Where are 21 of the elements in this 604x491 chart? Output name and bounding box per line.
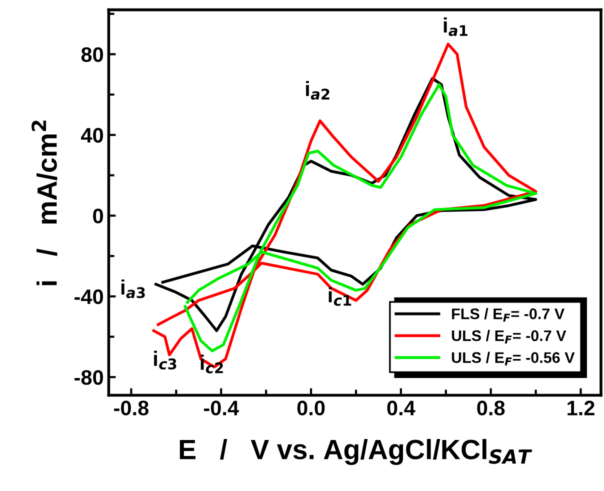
y-tick-label: 40 xyxy=(81,128,104,143)
annotation: i$_{a2}$ xyxy=(306,80,330,100)
x-tick-label: 0.8 xyxy=(477,400,505,416)
y-axis-title: i / mA/cm$^{2}$ xyxy=(32,120,58,286)
legend-label: FLS / E$_{F}$= -0.7 V xyxy=(452,308,564,322)
legend-label: ULS / E$_{F}$= -0.7 V xyxy=(452,330,566,344)
x-tick-label: 0.4 xyxy=(387,400,416,416)
x-tick-label: -0.8 xyxy=(114,400,149,416)
y-tick-label: 80 xyxy=(81,47,104,62)
x-tick-label: 0.0 xyxy=(297,400,325,416)
x-tick-label: 1.2 xyxy=(568,400,594,416)
y-tick-label: 0 xyxy=(93,208,104,224)
annotation: i$_{a1}$ xyxy=(444,17,468,36)
y-tick-label: -40 xyxy=(74,289,104,304)
annotation: i$_{c1}$ xyxy=(328,287,352,306)
legend-label: ULS / E$_{F}$= -0.56 V xyxy=(452,352,575,366)
x-tick-label: -0.4 xyxy=(204,400,239,416)
annotation: i$_{a3}$ xyxy=(121,279,145,298)
annotation: i$_{c3}$ xyxy=(154,350,176,370)
x-axis-title: E / V vs. Ag/AgCl/KCl$_{SAT}$ xyxy=(180,438,532,465)
y-tick-label: -80 xyxy=(74,370,104,385)
